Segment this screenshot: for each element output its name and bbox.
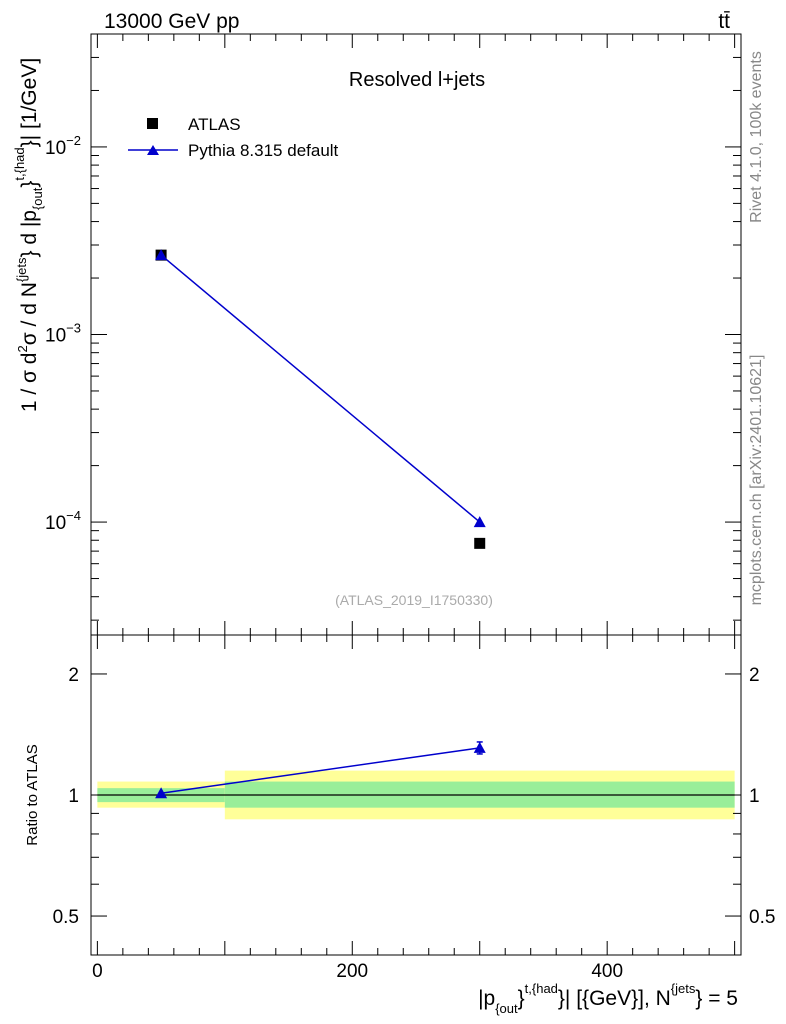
ylabel-sub1: {out — [30, 187, 45, 210]
xlabel-sub1: {out — [495, 1001, 518, 1016]
main-ytick-label: 10−2 — [45, 133, 81, 159]
xlabel-sup1: t,{had — [525, 981, 558, 996]
xlabel-sup2: {jets — [671, 981, 696, 996]
ylabel-sup1: 2 — [15, 345, 30, 352]
pythia-data-point — [155, 249, 168, 261]
ylabel-part-b: σ / d N — [18, 282, 41, 345]
ratio-ytick-labels: 2 2 1 1 0.5 0.5 — [53, 665, 776, 928]
legend: ATLAS Pythia 8.315 default — [128, 115, 339, 160]
legend-pythia-marker — [147, 145, 159, 155]
xlabel-part-c: }| [{GeV}], N — [558, 987, 671, 1010]
legend-pythia-label: Pythia 8.315 default — [188, 141, 339, 160]
ratio-xtick-labels: 0 200 400 — [92, 961, 623, 982]
pythia-data-point — [473, 516, 486, 528]
legend-atlas-label: ATLAS — [188, 115, 241, 134]
main-ytick-labels: 10−210−310−4 — [45, 133, 81, 534]
ratio-series — [155, 741, 486, 799]
rivet-label: Rivet 4.1.0, 100k events — [748, 51, 765, 223]
ytick-base: 10 — [45, 326, 66, 347]
ytick-base: 10 — [45, 513, 66, 534]
ylabel-part-d: } — [18, 181, 41, 188]
pythia-main-line — [160, 254, 481, 523]
ratio-bands — [97, 770, 735, 820]
main-ytick-label: 10−4 — [45, 508, 81, 534]
main-ytick-label: 10−3 — [45, 321, 81, 347]
ratio-xtick-label: 0 — [92, 961, 103, 982]
process-label: tt̄ — [718, 10, 730, 33]
legend-atlas-marker — [147, 118, 158, 129]
xlabel-part-d: } = 5 — [695, 987, 738, 1010]
site-label: mcplots.cern.ch [arXiv:2401.10621] — [748, 355, 765, 606]
pythia-ratio-line — [160, 747, 480, 795]
ytick-exponent: −3 — [66, 321, 81, 336]
ratio-ytick-label-left: 2 — [68, 665, 79, 686]
ratio-ticks — [91, 635, 741, 956]
pythia-ratio-point — [155, 787, 168, 799]
ratio-ytick-label-right: 1 — [749, 786, 760, 807]
ratio-xtick-label: 400 — [591, 961, 623, 982]
ylabel-part-c: } d |p — [18, 210, 41, 258]
ratio-xtick-label: 200 — [336, 961, 368, 982]
atlas-data-point — [474, 537, 486, 549]
ratio-panel: 2 2 1 1 0.5 0.5 0 200 400 Ratio to ATLAS |p{out… — [24, 634, 776, 1016]
x-axis-label: |p{out}t,{had}| [{GeV}], N{jets} = 5 — [478, 981, 738, 1016]
plot-title: Resolved l+jets — [349, 69, 485, 91]
ylabel-sup2: {jets — [14, 257, 29, 282]
ylabel-part-e: }| [1/GeV] — [18, 58, 41, 148]
ylabel-sup3: t,{had — [12, 147, 27, 180]
main-ticks — [91, 33, 741, 635]
ytick-exponent: −4 — [66, 508, 81, 523]
pythia-ratio-point — [473, 741, 486, 753]
xlabel-part-a: |p — [478, 987, 495, 1010]
ytick-exponent: −2 — [66, 133, 81, 148]
ytick-base: 10 — [45, 138, 66, 159]
ratio-y-axis-label: Ratio to ATLAS — [24, 744, 41, 845]
analysis-id: (ATLAS_2019_I1750330) — [335, 592, 493, 608]
energy-label: 13000 GeV pp — [104, 10, 239, 33]
ratio-ytick-label-left: 0.5 — [53, 907, 79, 928]
main-panel: 10−210−310−4 Resolved l+jets ATLAS Pythi… — [12, 33, 742, 636]
xlabel-part-b: } — [518, 987, 525, 1010]
ratio-ytick-label-right: 0.5 — [749, 907, 775, 928]
ratio-ytick-label-left: 1 — [68, 786, 79, 807]
ratio-ytick-label-right: 2 — [749, 665, 760, 686]
ylabel-part-a: 1 / σ d — [18, 353, 41, 413]
main-series — [155, 249, 486, 549]
main-y-axis-label: 1 / σ d2σ / d N{jets} d |p{out}t,{had}| … — [12, 58, 45, 412]
